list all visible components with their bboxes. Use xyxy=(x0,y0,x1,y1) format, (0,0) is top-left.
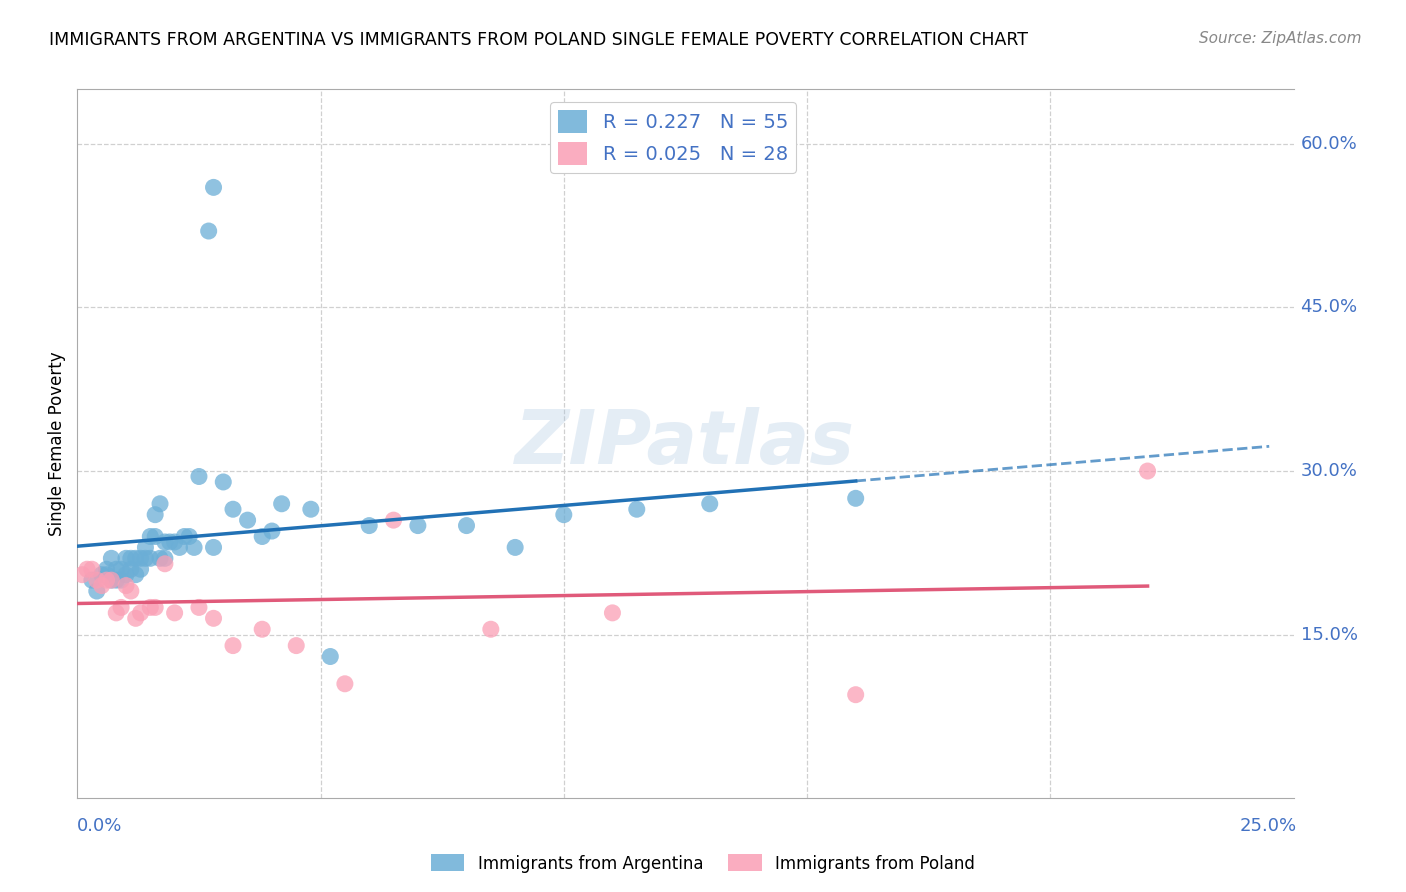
Point xyxy=(153,557,176,571)
Point xyxy=(222,639,245,653)
Point xyxy=(143,508,166,522)
Point xyxy=(406,518,429,533)
Point xyxy=(149,551,172,566)
Point xyxy=(333,677,356,691)
Point xyxy=(139,529,162,543)
Point xyxy=(80,573,103,587)
Point xyxy=(115,578,138,592)
Point xyxy=(110,562,132,576)
Point xyxy=(382,513,405,527)
Point xyxy=(179,529,201,543)
Text: ZIPatlas: ZIPatlas xyxy=(516,408,855,480)
Point xyxy=(503,541,526,555)
Point xyxy=(188,469,211,483)
Legend: Immigrants from Argentina, Immigrants from Poland: Immigrants from Argentina, Immigrants fr… xyxy=(425,847,981,880)
Point xyxy=(100,573,122,587)
Point xyxy=(100,551,122,566)
Point xyxy=(149,497,172,511)
Point xyxy=(222,502,245,516)
Point xyxy=(845,491,868,506)
Point xyxy=(125,611,148,625)
Point xyxy=(212,475,235,489)
Point xyxy=(110,600,132,615)
Point xyxy=(105,562,128,576)
Point xyxy=(143,529,166,543)
Point xyxy=(90,578,112,592)
Point xyxy=(139,600,162,615)
Point xyxy=(129,606,152,620)
Text: 30.0%: 30.0% xyxy=(1301,462,1357,480)
Point xyxy=(699,497,721,511)
Point xyxy=(285,639,308,653)
Point xyxy=(115,551,138,566)
Point xyxy=(70,567,93,582)
Point xyxy=(250,622,273,636)
Point xyxy=(153,535,176,549)
Point xyxy=(125,551,148,566)
Point xyxy=(105,573,128,587)
Point xyxy=(143,600,166,615)
Text: 25.0%: 25.0% xyxy=(1239,817,1296,835)
Point xyxy=(153,551,176,566)
Point xyxy=(173,529,195,543)
Point xyxy=(90,567,112,582)
Point xyxy=(163,606,186,620)
Point xyxy=(270,497,292,511)
Text: 15.0%: 15.0% xyxy=(1301,625,1358,644)
Point xyxy=(80,562,103,576)
Point xyxy=(134,551,156,566)
Point xyxy=(139,551,162,566)
Point xyxy=(845,688,868,702)
Point xyxy=(202,180,225,194)
Point xyxy=(169,541,191,555)
Point xyxy=(1136,464,1159,478)
Y-axis label: Single Female Poverty: Single Female Poverty xyxy=(48,351,66,536)
Text: 45.0%: 45.0% xyxy=(1301,299,1358,317)
Point xyxy=(134,541,156,555)
Point xyxy=(105,606,128,620)
Point xyxy=(86,584,108,599)
Point xyxy=(96,562,118,576)
Point xyxy=(250,529,273,543)
Point xyxy=(96,567,118,582)
Point xyxy=(202,611,225,625)
Point xyxy=(120,551,142,566)
Text: IMMIGRANTS FROM ARGENTINA VS IMMIGRANTS FROM POLAND SINGLE FEMALE POVERTY CORREL: IMMIGRANTS FROM ARGENTINA VS IMMIGRANTS … xyxy=(49,31,1028,49)
Point xyxy=(76,562,98,576)
Point xyxy=(129,562,152,576)
Point xyxy=(359,518,381,533)
Point xyxy=(163,535,186,549)
Point xyxy=(183,541,205,555)
Point xyxy=(100,573,122,587)
Point xyxy=(125,567,148,582)
Point xyxy=(120,584,142,599)
Point xyxy=(115,567,138,582)
Point xyxy=(129,551,152,566)
Point xyxy=(553,508,575,522)
Point xyxy=(110,573,132,587)
Point xyxy=(197,224,219,238)
Point xyxy=(236,513,259,527)
Point xyxy=(319,649,342,664)
Point xyxy=(602,606,624,620)
Point xyxy=(96,573,118,587)
Point xyxy=(456,518,478,533)
Text: 0.0%: 0.0% xyxy=(77,817,122,835)
Point xyxy=(120,562,142,576)
Point xyxy=(86,573,108,587)
Text: 60.0%: 60.0% xyxy=(1301,135,1357,153)
Point xyxy=(299,502,322,516)
Point xyxy=(260,524,283,538)
Point xyxy=(159,535,181,549)
Point xyxy=(202,541,225,555)
Point xyxy=(479,622,502,636)
Point xyxy=(626,502,648,516)
Text: Source: ZipAtlas.com: Source: ZipAtlas.com xyxy=(1198,31,1361,46)
Point xyxy=(188,600,211,615)
Legend: R = 0.227   N = 55, R = 0.025   N = 28: R = 0.227 N = 55, R = 0.025 N = 28 xyxy=(550,103,796,173)
